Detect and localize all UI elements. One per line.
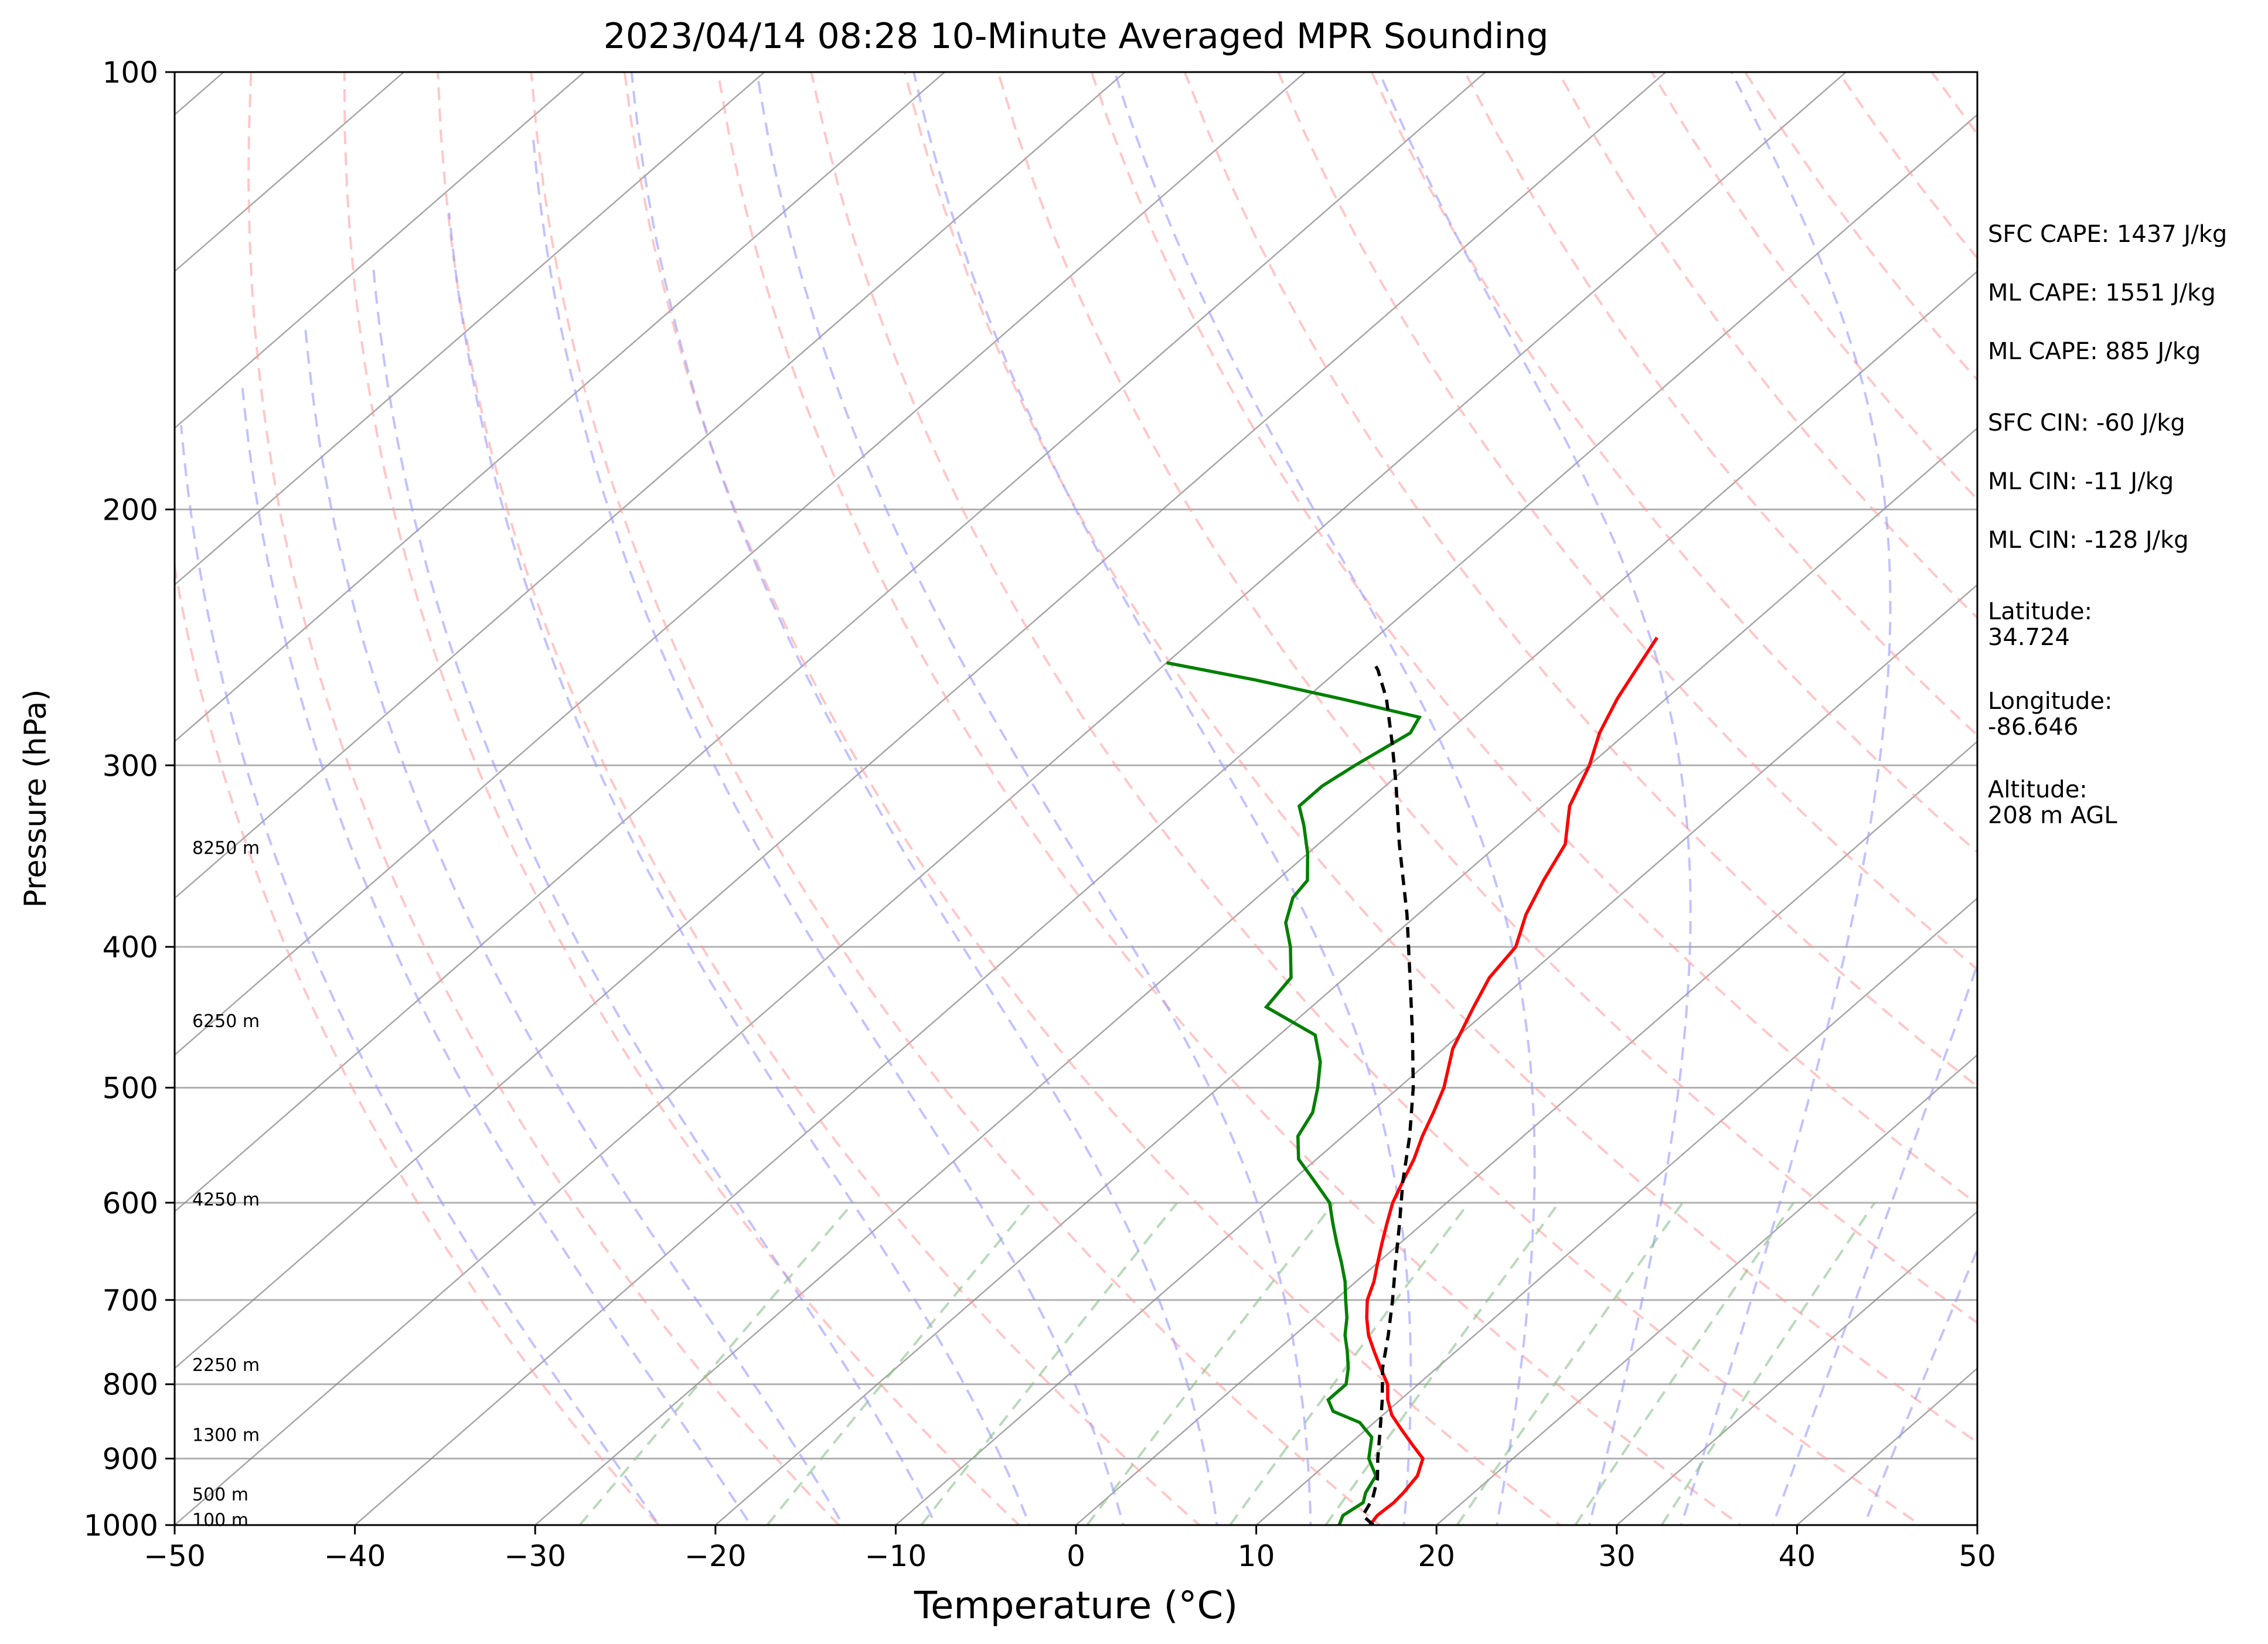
isotherm-line [353, 114, 1977, 1525]
x-tick-label: −20 [685, 1539, 747, 1573]
annotation-ml-cape-2: ML CAPE: 885 J/kg [1988, 338, 2201, 365]
mixing-ratio-line [920, 1202, 1179, 1525]
moist-adiabat-line [1771, 961, 1977, 1525]
annotation-ml-cin-2: ML CIN: -128 J/kg [1988, 527, 2189, 554]
x-tick-label: 40 [1779, 1539, 1816, 1573]
dry-adiabat-line [1090, 72, 1977, 1206]
x-axis-label: Temperature (°C) [914, 1584, 1238, 1628]
isotherm-line [894, 584, 1977, 1525]
dry-adiabat-line [996, 72, 1977, 1325]
isotherm-line [175, 72, 406, 272]
moist-adiabat-line [448, 213, 1031, 1525]
dry-adiabat-line [343, 72, 1021, 1525]
isotherm-line [175, 72, 946, 743]
isotherm-line [175, 72, 585, 429]
x-tick-label: 20 [1418, 1539, 1455, 1573]
height-label: 500 m [192, 1485, 248, 1505]
dry-adiabat-line [530, 72, 1382, 1525]
isotherm-line [175, 72, 1307, 1056]
dry-adiabat-line [247, 72, 841, 1525]
isotherm-line [1615, 1210, 1977, 1525]
x-tick-label: −40 [324, 1539, 386, 1573]
height-label: 1300 m [192, 1425, 260, 1445]
mixing-ratio-line [766, 1202, 1033, 1525]
y-tick-label: 900 [103, 1442, 158, 1476]
mixing-ratio-line [1456, 1202, 1684, 1525]
isotherm-line [175, 72, 1487, 1213]
moist-adiabat-line [372, 261, 938, 1525]
annotation-ml-cin: ML CIN: -11 J/kg [1988, 468, 2174, 495]
isotherm-line [175, 72, 1126, 899]
dry-adiabat-line [436, 72, 1201, 1525]
moist-adiabat-line [1862, 1247, 1977, 1525]
annotation-sfc-cin: SFC CIN: -60 J/kg [1988, 410, 2185, 436]
mixing-ratio-line [1574, 1202, 1795, 1525]
y-axis-label: Pressure (hPa) [18, 690, 53, 908]
isotherm-line [534, 270, 1977, 1525]
x-tick-label: −10 [865, 1539, 927, 1573]
isotherm-line [175, 72, 766, 586]
mixing-ratio-line [578, 1202, 854, 1525]
x-tick-label: 30 [1598, 1539, 1636, 1573]
isotherm-line [1075, 740, 1977, 1525]
isotherm-line [1255, 897, 1977, 1525]
moist-adiabat-line [1113, 72, 1536, 1525]
y-tick-label: 600 [103, 1186, 158, 1220]
mixing-ratio-line [1086, 1202, 1335, 1525]
moist-adiabat-line [304, 328, 844, 1525]
moist-adiabat-line [755, 72, 1312, 1525]
dry-adiabat-line [716, 72, 1742, 1525]
x-tick-label: −30 [504, 1539, 566, 1573]
moist-adiabat-line [1680, 72, 1892, 1525]
height-label: 8250 m [192, 838, 260, 858]
y-tick-label: 1000 [84, 1509, 158, 1543]
x-tick-label: 10 [1238, 1539, 1275, 1573]
dry-adiabat-line [1370, 72, 1977, 854]
y-tick-label: 300 [103, 749, 158, 783]
moist-adiabat-line [912, 72, 1412, 1525]
y-tick-label: 500 [103, 1071, 158, 1105]
dry-adiabat-line [623, 72, 1562, 1525]
x-tick-label: 50 [1959, 1539, 1996, 1573]
isotherm-line [714, 427, 1977, 1525]
chart-title: 2023/04/14 08:28 10-Minute Averaged MPR … [604, 16, 1549, 57]
isotherm-line [1435, 1053, 1977, 1525]
y-tick-label: 100 [103, 56, 158, 90]
y-tick-label: 400 [103, 930, 158, 964]
moist-adiabat-line [241, 388, 752, 1525]
y-tick-label: 700 [103, 1284, 158, 1318]
dry-adiabat-line [175, 559, 660, 1525]
x-tick-label: 0 [1067, 1539, 1085, 1573]
dewpoint-profile-line [1166, 661, 1422, 1525]
moist-adiabat-line [531, 132, 1125, 1525]
mixing-ratio-line [1229, 1202, 1470, 1525]
height-label: 2250 m [192, 1355, 260, 1376]
moist-adiabat-line [630, 72, 1218, 1525]
mixing-ratio-line [1660, 1202, 1876, 1525]
height-label: 4250 m [192, 1189, 260, 1210]
x-tick-label: −50 [144, 1539, 206, 1573]
temperature-profile-line [1365, 636, 1659, 1525]
plot-frame [173, 71, 1978, 1526]
isotherm-line [175, 72, 1847, 1525]
height-label: 6250 m [192, 1011, 260, 1032]
annotation-sfc-cape: SFC CAPE: 1437 J/kg [1988, 221, 2228, 248]
moist-adiabat-line [1378, 72, 1692, 1525]
y-tick-label: 200 [103, 493, 158, 527]
mixing-ratio-line [1324, 1202, 1560, 1525]
annotation-ml-cape: ML CAPE: 1551 J/kg [1988, 279, 2216, 306]
annotation-longitude: Longitude: -86.646 [1988, 688, 2113, 741]
y-tick-label: 800 [103, 1368, 158, 1402]
moist-adiabat-line [180, 425, 660, 1525]
parcel-profile-line [1360, 661, 1415, 1525]
height-label: 100 m [192, 1510, 248, 1530]
annotation-latitude: Latitude: 34.724 [1988, 598, 2093, 651]
isotherm-line [175, 72, 1667, 1370]
annotation-altitude: Altitude: 208 m AGL [1988, 776, 2117, 829]
